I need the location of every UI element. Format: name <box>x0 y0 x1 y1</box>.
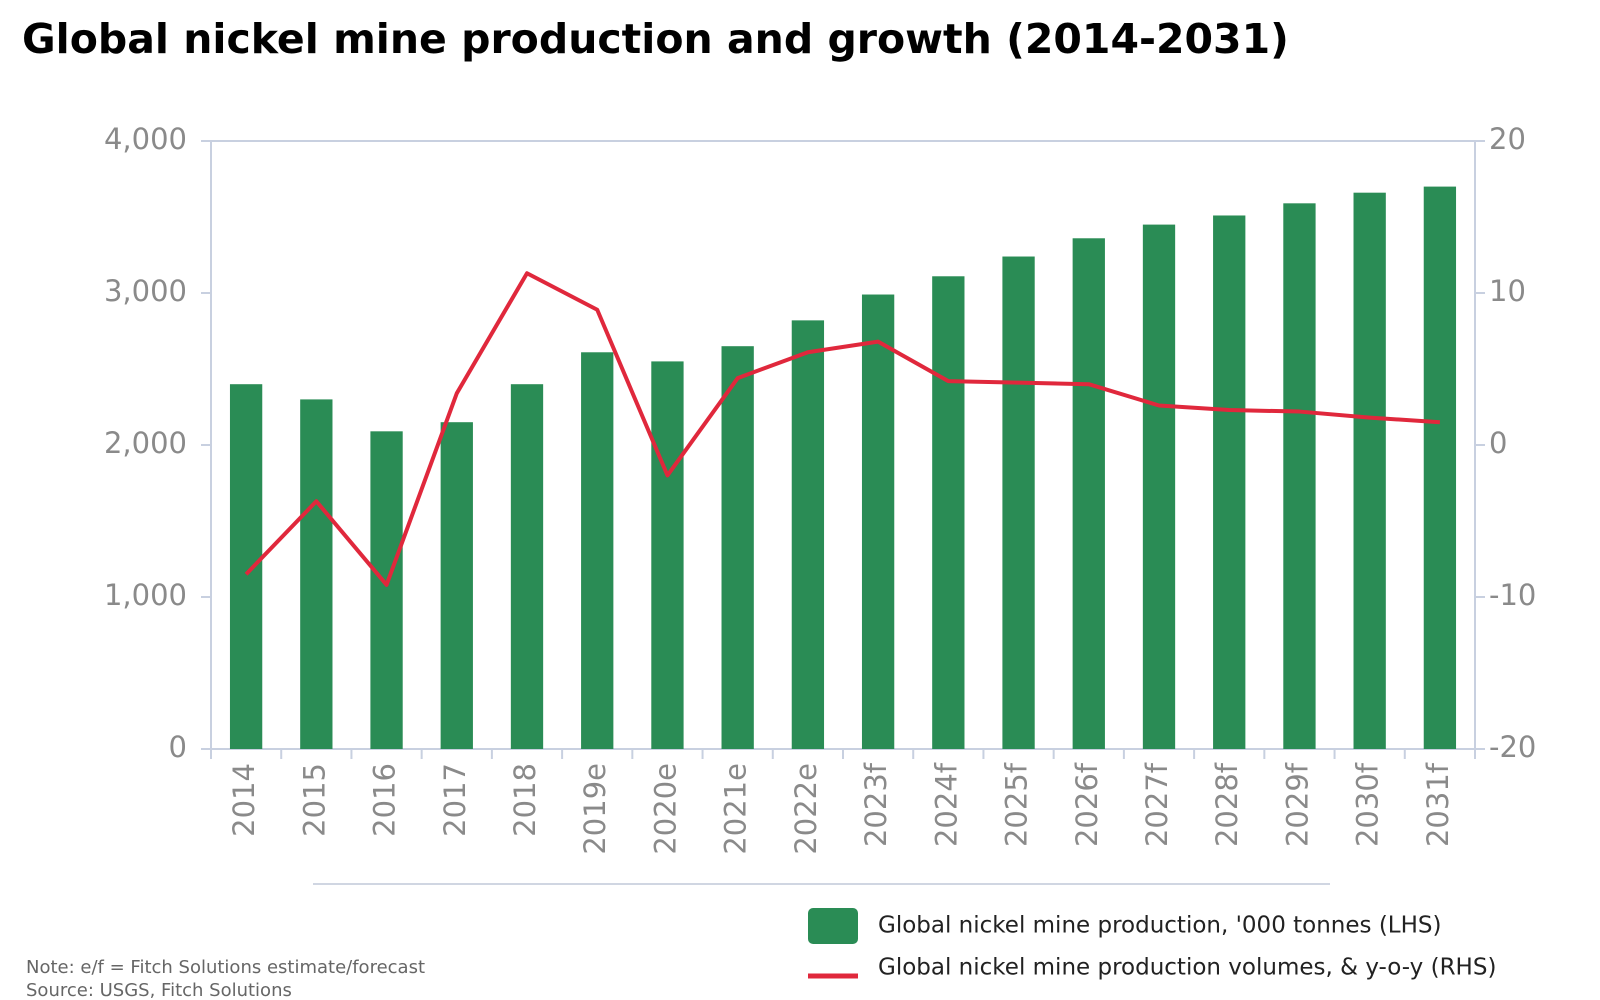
bar <box>791 320 825 749</box>
y-tick-label: 2,000 <box>104 426 187 460</box>
y2-tick-label: 10 <box>1489 274 1526 308</box>
x-tick-label: 2021e <box>719 763 753 855</box>
x-tick-label: 2015 <box>297 763 331 837</box>
bar <box>1353 192 1386 749</box>
bar <box>1423 186 1457 750</box>
x-tick-label: 2026f <box>1070 762 1104 847</box>
y-tick-label: 1,000 <box>104 578 187 612</box>
bar <box>1142 224 1176 750</box>
x-tick-label: 2017 <box>438 763 472 837</box>
legend-label: Global nickel mine production, '000 tonn… <box>878 913 1441 939</box>
x-tick-label: 2027f <box>1140 762 1174 847</box>
x-tick-label: 2023f <box>859 762 893 847</box>
x-tick-label: 2016 <box>368 763 402 837</box>
bar <box>861 294 895 749</box>
note: Note: e/f = Fitch Solutions estimate/for… <box>26 957 425 978</box>
bar <box>932 276 965 749</box>
x-tick-label: 2018 <box>508 763 542 837</box>
source: Source: USGS, Fitch Solutions <box>26 980 292 1000</box>
y-tick-label: 4,000 <box>104 122 187 156</box>
x-tick-label: 2020e <box>648 763 682 855</box>
bar <box>1213 215 1246 750</box>
x-tick-label: 2025f <box>1000 762 1034 847</box>
y2-tick-label: -10 <box>1489 578 1536 612</box>
y2-tick-label: 0 <box>1489 426 1507 460</box>
x-tick-label: 2014 <box>227 763 261 837</box>
y2-tick-label: 20 <box>1489 122 1526 156</box>
bar <box>1002 256 1035 749</box>
chart-title: Global nickel mine production and growth… <box>22 15 1289 63</box>
y2-tick-label: -20 <box>1489 730 1536 764</box>
line <box>244 271 1441 587</box>
bar <box>1283 203 1316 749</box>
y-tick-label: 3,000 <box>104 274 187 308</box>
x-tick-label: 2019e <box>578 763 612 855</box>
x-tick-label: 2030f <box>1351 762 1385 847</box>
x-tick-label: 2022e <box>789 763 823 855</box>
bar <box>229 384 263 749</box>
legend-label: Global nickel mine production volumes, &… <box>878 955 1496 981</box>
bar <box>581 352 614 749</box>
x-tick-label: 2031f <box>1421 762 1455 847</box>
bar <box>300 399 333 749</box>
legend-swatch <box>808 908 858 944</box>
y-tick-label: 0 <box>169 730 187 764</box>
x-tick-label: 2029f <box>1280 762 1314 847</box>
bar <box>440 422 473 749</box>
bar <box>1072 238 1105 749</box>
bar <box>370 431 403 749</box>
x-tick-label: 2024f <box>929 762 963 847</box>
bar <box>651 361 684 749</box>
bar <box>510 384 544 749</box>
bar <box>721 346 754 749</box>
x-tick-label: 2028f <box>1210 762 1244 847</box>
